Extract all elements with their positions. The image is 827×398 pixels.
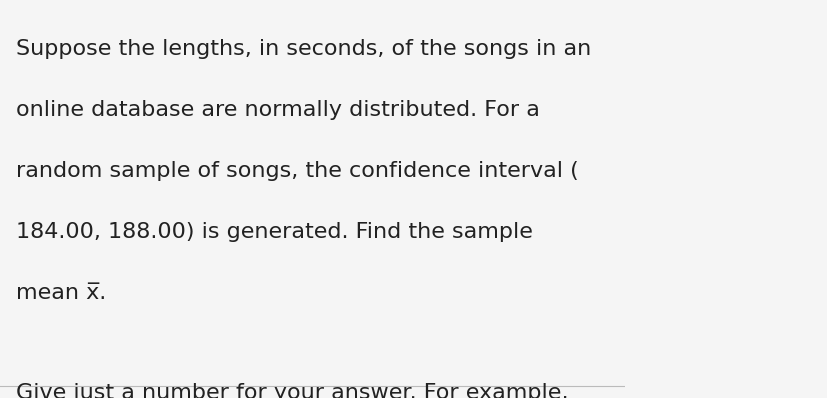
Text: 184.00, 188.00) is generated. Find the sample: 184.00, 188.00) is generated. Find the s… — [16, 222, 532, 242]
Text: Give just a number for your answer. For example,: Give just a number for your answer. For … — [16, 383, 567, 398]
Text: mean x̅.: mean x̅. — [16, 283, 106, 303]
Text: online database are normally distributed. For a: online database are normally distributed… — [16, 100, 539, 120]
Text: random sample of songs, the confidence interval (: random sample of songs, the confidence i… — [16, 161, 578, 181]
Text: Suppose the lengths, in seconds, of the songs in an: Suppose the lengths, in seconds, of the … — [16, 39, 590, 59]
